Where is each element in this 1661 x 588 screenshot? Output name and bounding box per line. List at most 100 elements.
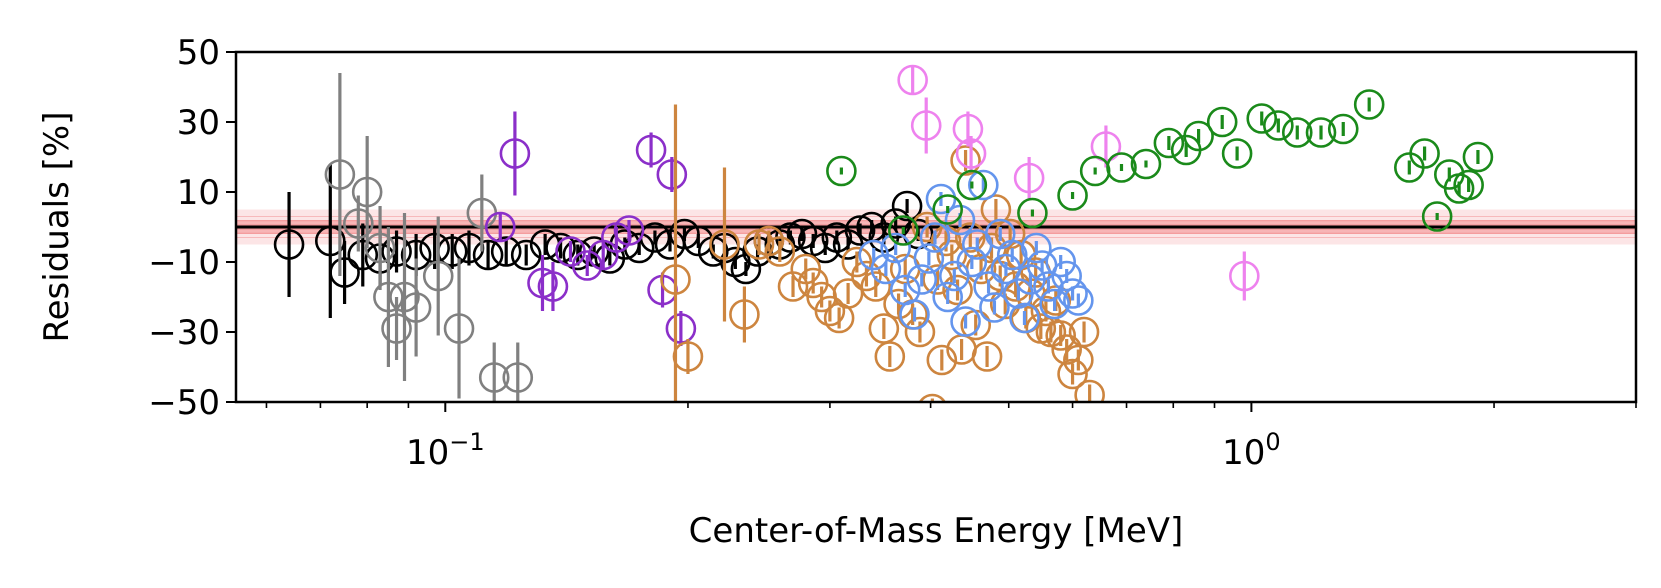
data-point [1039,288,1070,320]
data-point [826,155,857,187]
data-point [832,278,864,309]
data-point [1051,334,1082,365]
data-point [329,257,360,288]
data-point [1221,138,1253,169]
data-point [874,341,906,372]
data-point [980,194,1012,225]
data-point [656,159,688,190]
axes: 50 30 10 −10 −30 −50 10−1 100 [148,33,1637,473]
data-point [936,239,968,271]
data-point [979,292,1010,323]
data-point [814,295,846,327]
data-point [730,253,762,285]
data-points [273,64,1494,402]
data-point [910,110,942,141]
data-point [1045,320,1076,351]
data-point [1462,141,1494,173]
data-point [764,236,796,267]
data-point [1281,117,1313,148]
data-point [1051,260,1082,292]
data-point [844,215,876,246]
data-point [913,243,945,274]
data-point [1017,197,1048,229]
data-point [1033,271,1064,302]
y-tick-label: −50 [148,383,220,423]
data-point [351,176,383,208]
data-point [1183,120,1214,152]
data-point [422,260,454,292]
data-point [537,271,569,302]
data-point [1153,127,1185,159]
data-point [499,138,531,169]
data-point [1063,285,1094,316]
data-point [381,313,412,344]
data-point [1421,201,1453,232]
data-point [1246,103,1278,134]
data-point [729,299,760,330]
data-point [324,159,356,190]
data-point [1021,232,1052,264]
data-point [1453,169,1484,201]
data-point [1045,246,1076,278]
data-point [932,194,963,225]
data-point [904,316,936,348]
data-point [635,134,667,166]
y-axis-label: Residuals [%] [37,112,77,343]
data-point [942,274,973,306]
data-point [870,253,902,285]
data-point [955,138,987,169]
y-tick-label: −10 [148,243,220,283]
data-point [926,344,958,376]
data-point [996,239,1028,271]
data-point [613,215,645,246]
data-point [1009,302,1040,334]
data-point [1409,138,1440,169]
data-point [343,208,374,239]
data-point [860,271,892,302]
data-point [1229,260,1260,292]
data-point [897,64,928,96]
data-point [1057,278,1088,309]
data-point [381,236,412,267]
data-point [932,281,963,313]
data-point [952,113,984,145]
data-point [968,169,999,201]
data-point [1353,89,1385,120]
data-point [400,292,432,323]
data-point [484,211,516,243]
x-tick-label: 10−1 [406,428,485,473]
data-point [851,260,882,292]
data-point [753,225,785,257]
series-2 [484,111,697,346]
data-point [919,222,951,253]
y-tick-label: −30 [148,313,220,353]
data-point [790,253,822,285]
data-point [922,264,953,295]
data-point [273,229,305,260]
data-point [906,264,938,295]
data-point [899,299,930,330]
data-point [571,250,603,281]
data-point [665,313,697,344]
data-point [1074,379,1105,402]
data-point [490,236,522,267]
data-point [510,239,542,271]
data-point [1130,148,1162,180]
data-point [950,145,981,176]
data-point [809,232,841,264]
data-point [956,169,988,201]
data-point [891,190,923,222]
data-point [1305,117,1337,148]
data-point [502,362,534,393]
data-point [389,281,420,313]
data-point [1057,180,1088,211]
data-point [478,362,510,393]
data-point [956,246,988,278]
x-axis-label: Center-of-Mass Energy [MeV] [689,511,1184,551]
data-point [364,232,396,264]
data-point [660,264,691,295]
series-4 [858,169,1094,337]
data-point [347,239,379,271]
data-point [950,306,981,337]
